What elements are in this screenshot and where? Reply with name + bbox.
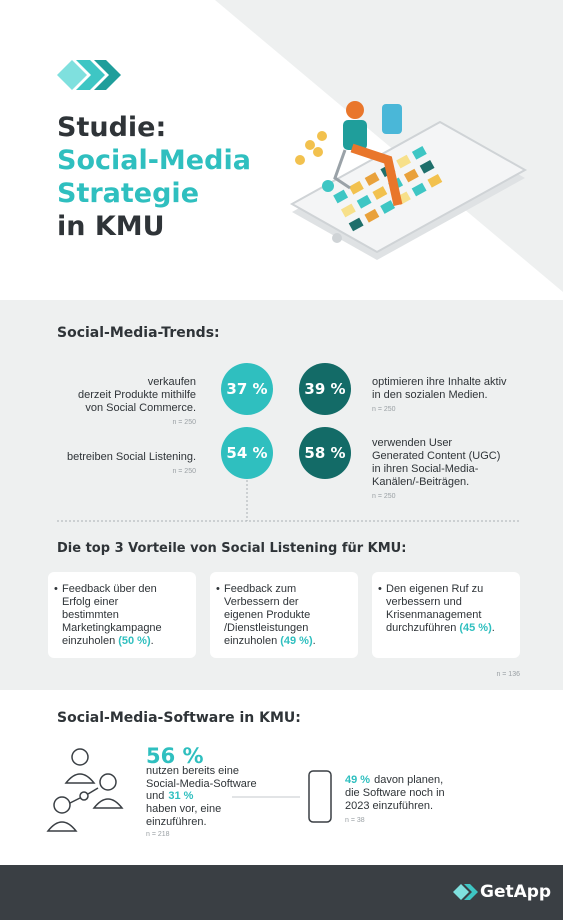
stat-text: verwenden User [372, 437, 453, 450]
section-title: Die top 3 Vorteile von Social Listening … [57, 541, 407, 557]
card [48, 572, 196, 658]
footer-bar [0, 865, 563, 920]
stat-value: 54 % [226, 444, 268, 462]
stat-circle [221, 427, 273, 479]
software-text: Social-Media-Software [146, 777, 257, 790]
sample-size: n = 250 [372, 405, 396, 413]
card-text-part: . [491, 622, 495, 635]
card-text-part: (50 %) [118, 635, 151, 648]
software-text-part: davon planen, [374, 774, 444, 787]
title-line: Studie: [57, 111, 167, 143]
title-line: Social-Media [57, 144, 251, 176]
card-text: Feedback zum [224, 583, 297, 596]
sample-size: n = 250 [172, 467, 196, 475]
software-text-part: 49 % [345, 774, 371, 787]
card-text: Marketingkampagne [62, 622, 162, 635]
stat-circle [221, 363, 273, 415]
card-text-part: . [150, 635, 154, 648]
software-text: und 31 % [146, 790, 193, 803]
card-text-part: (49 %) [280, 635, 313, 648]
stat-value: 58 % [304, 444, 346, 462]
footer-logo-mark [453, 884, 478, 900]
sample-size: n = 38 [345, 816, 365, 824]
stat-text: in den sozialen Medien. [372, 389, 488, 402]
people-icon [46, 748, 124, 832]
card-text: verbessern und [386, 596, 462, 609]
bullet: • [378, 583, 382, 595]
software-text: haben vor, eine [146, 803, 222, 816]
stat-text: verkaufen [147, 376, 196, 389]
card-text-part: . [312, 635, 316, 648]
sample-size: n = 136 [496, 670, 520, 678]
share-value: 56 % [146, 744, 204, 769]
stat-circle [299, 363, 351, 415]
sample-size: n = 250 [172, 418, 196, 426]
card-text-part: (45 %) [459, 622, 492, 635]
stat-text: betreiben Social Listening. [66, 451, 196, 464]
stat-text: in ihren Social-Media- [372, 463, 479, 476]
card [372, 572, 520, 658]
card-text: Feedback über den [62, 583, 157, 596]
card-text: einzuholen (49 %). [224, 635, 316, 648]
title-line: in KMU [57, 210, 165, 242]
software-text-part: 31 % [168, 790, 194, 803]
card-text: /Dienstleistungen [224, 622, 309, 635]
section-title: Social-Media-Trends: [57, 324, 220, 341]
bg-shape [215, 0, 563, 292]
software-text: einzuführen. [146, 815, 207, 828]
bullet: • [216, 583, 220, 595]
sample-size: n = 250 [372, 492, 396, 500]
card-text: einzuholen (50 %). [62, 635, 154, 648]
title-line: Strategie [57, 177, 200, 209]
illustration [289, 101, 528, 260]
logo-mark [57, 60, 121, 90]
software-text: 49 % davon planen, [345, 774, 443, 787]
card-text: Erfolg einer [62, 596, 119, 609]
software-text: 2023 einzuführen. [345, 800, 434, 813]
phone-icon [308, 770, 332, 823]
card-text: durchzuführen (45 %). [386, 622, 495, 635]
sample-size: n = 218 [146, 830, 170, 838]
stat-value: 37 % [226, 380, 268, 398]
stat-text: Kanälen/-Beiträgen. [372, 476, 470, 489]
card-text: Krisenmanagement [386, 609, 482, 622]
card-text: bestimmten [62, 609, 119, 622]
stat-circle [299, 427, 351, 479]
stat-value: 39 % [304, 380, 346, 398]
card-text: eigenen Produkte [224, 609, 311, 622]
card [210, 572, 358, 658]
stat-text: derzeit Produkte mithilfe [78, 389, 196, 402]
card-text-part: durchzuführen [386, 622, 457, 635]
software-text-part: und [146, 790, 165, 803]
stat-text: optimieren ihre Inhalte aktiv [372, 376, 507, 389]
section-title: Social-Media-Software in KMU: [57, 709, 301, 726]
stat-text: Generated Content (UGC) [372, 450, 501, 463]
card-text-part: einzuholen [62, 635, 116, 648]
card-text: Den eigenen Ruf zu [386, 583, 484, 596]
footer-brand: GetApp [480, 881, 552, 902]
card-text: Verbessern der [224, 596, 299, 609]
software-text: nutzen bereits eine [146, 765, 239, 778]
stat-text: von Social Commerce. [85, 402, 196, 415]
software-text: die Software noch in [345, 787, 445, 800]
bullet: • [54, 583, 58, 595]
card-text-part: einzuholen [224, 635, 278, 648]
